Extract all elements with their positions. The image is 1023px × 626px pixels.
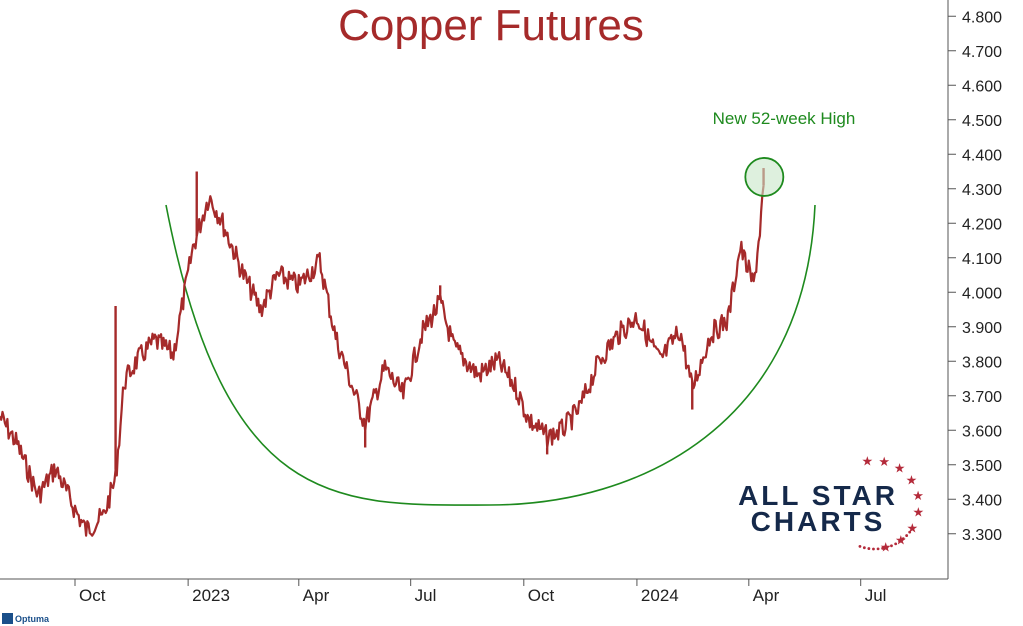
x-tick-label: Oct (79, 586, 106, 605)
x-tick-label: Apr (753, 586, 780, 605)
logo-star-icon: ★ (862, 454, 874, 469)
new-high-circle (744, 157, 785, 197)
logo-dot (898, 540, 902, 543)
logo-dot (876, 547, 880, 551)
chart-title: Copper Futures (338, 1, 644, 50)
logo-star-icon: ★ (878, 454, 890, 469)
logo-line1: ALL STAR (738, 480, 898, 511)
y-tick-label: 3.800 (962, 354, 1002, 371)
x-tick-label: 2023 (192, 586, 230, 605)
logo-star-icon: ★ (880, 540, 892, 555)
logo-line2: CHARTS (751, 506, 886, 537)
logo-star-icon: ★ (894, 461, 906, 476)
logo-dot (910, 526, 914, 530)
logo-star-icon: ★ (906, 472, 918, 487)
x-tick-label: Jul (415, 586, 437, 605)
logo-star-icon: ★ (895, 533, 907, 548)
logo-dot (908, 530, 912, 534)
x-tick-label: Jul (865, 586, 887, 605)
logo-dot (858, 544, 862, 548)
y-tick-label: 3.300 (962, 527, 1002, 544)
y-tick-label: 4.500 (962, 113, 1002, 130)
logo-dot (872, 547, 875, 551)
logo-star-icon: ★ (912, 488, 924, 503)
x-tick-label: 2024 (641, 586, 679, 605)
y-tick-label: 4.400 (962, 147, 1002, 164)
logo-dot (867, 547, 871, 550)
y-tick-label: 4.700 (962, 44, 1002, 61)
y-tick-label: 4.100 (962, 251, 1002, 268)
price-line (0, 185, 765, 537)
x-axis: Oct 2023 Apr Jul Oct 2024 Apr Jul (0, 578, 948, 605)
logo-dot (885, 545, 889, 549)
y-tick-label: 4.200 (962, 216, 1002, 233)
new-high-highlight (744, 157, 785, 197)
optuma-label: Optuma (15, 614, 50, 624)
logo-dot (890, 544, 893, 548)
y-axis: 4.800 4.700 4.600 4.500 4.400 4.300 4.200 4.100… (947, 0, 1002, 579)
x-tick-label: Apr (303, 586, 330, 605)
logo-stars: ★★★★★★★★★ (858, 454, 925, 555)
bowl-curve-path (165, 204, 816, 506)
bowl-curve (165, 204, 816, 506)
y-tick-label: 4.300 (962, 182, 1002, 199)
all-star-charts-logo: ★★★★★★★★★ ALL STAR CHARTS (738, 454, 924, 555)
logo-dot (894, 542, 898, 546)
y-tick-label: 3.700 (962, 389, 1002, 406)
optuma-brand: Optuma (2, 613, 50, 624)
logo-star-icon: ★ (913, 505, 925, 520)
logo-dot (905, 534, 909, 537)
optuma-logo-icon (2, 613, 13, 624)
logo-dot (862, 546, 866, 550)
y-tick-label: 3.400 (962, 492, 1002, 509)
logo-dot (881, 546, 885, 550)
logo-dot (901, 537, 905, 541)
y-tick-label: 4.800 (962, 9, 1002, 26)
y-tick-label: 4.000 (962, 285, 1002, 302)
new-high-annotation: New 52-week High (713, 109, 856, 128)
x-tick-label: Oct (528, 586, 555, 605)
y-tick-label: 3.900 (962, 320, 1002, 337)
y-tick-label: 3.600 (962, 423, 1002, 440)
y-tick-label: 4.600 (962, 78, 1002, 95)
y-tick-label: 3.500 (962, 458, 1002, 475)
